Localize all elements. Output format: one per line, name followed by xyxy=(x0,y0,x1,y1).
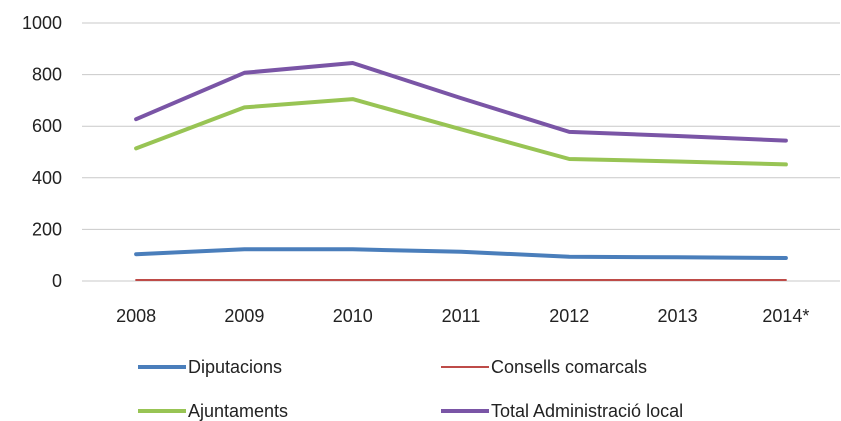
y-tick-label: 1000 xyxy=(22,13,62,33)
x-tick-label: 2011 xyxy=(442,306,481,326)
series-line-2 xyxy=(134,97,788,167)
legend-item: Consells comarcals xyxy=(441,357,647,377)
legend-label: Diputacions xyxy=(188,357,282,377)
y-tick-label: 600 xyxy=(32,116,62,136)
x-tick-label: 2008 xyxy=(116,306,156,326)
series-line-0 xyxy=(134,247,788,260)
x-tick-label: 2012 xyxy=(549,306,589,326)
legend-label: Total Administració local xyxy=(491,401,683,421)
y-tick-label: 200 xyxy=(32,219,62,239)
y-tick-label: 0 xyxy=(52,271,62,291)
series-lines xyxy=(134,61,788,281)
legend-label: Ajuntaments xyxy=(188,401,288,421)
x-tick-label: 2010 xyxy=(333,306,373,326)
y-axis-ticks: 0 200 400 600 800 1000 xyxy=(22,13,62,291)
legend-label: Consells comarcals xyxy=(491,357,647,377)
y-tick-label: 800 xyxy=(32,65,62,85)
legend-item: Ajuntaments xyxy=(138,401,288,421)
x-tick-label: 2014* xyxy=(762,306,809,326)
legend: Diputacions Consells comarcals Ajuntaments… xyxy=(138,357,683,421)
x-tick-label: 2009 xyxy=(224,306,264,326)
legend-item: Diputacions xyxy=(138,357,282,377)
legend-item: Total Administració local xyxy=(441,401,683,421)
x-tick-label: 2013 xyxy=(658,306,698,326)
x-axis-ticks: 2008 2009 2010 2011 2012 2013 2014* xyxy=(116,306,809,326)
y-tick-label: 400 xyxy=(32,168,62,188)
gridlines xyxy=(82,22,840,282)
